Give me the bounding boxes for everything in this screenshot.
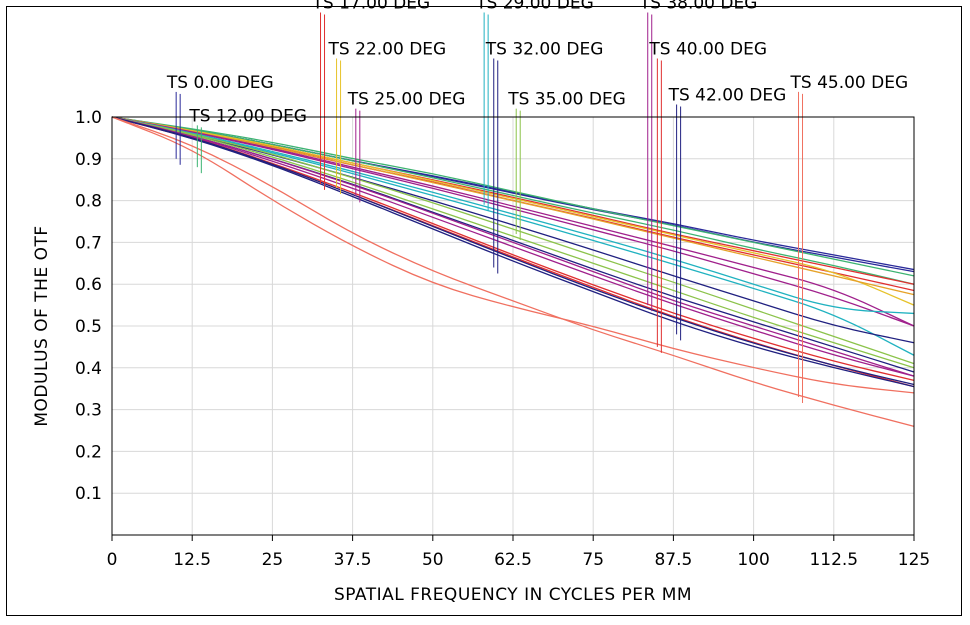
x-tick-label: 125: [898, 550, 930, 570]
series-line-18: [111, 116, 915, 377]
x-tick-label: 50: [422, 550, 444, 570]
y-tick-label: 0.6: [75, 275, 102, 295]
series-lines: [111, 116, 915, 427]
y-axis-title: MODULUS OF THE OTF: [32, 225, 52, 426]
x-tick-label: 25: [262, 550, 284, 570]
x-tick-label: 87.5: [654, 550, 692, 570]
series-line-8: [111, 116, 915, 296]
field-label: TS 38.00 DEG: [639, 0, 758, 14]
y-tick-label: 0.9: [75, 150, 102, 170]
x-tick-label: 62.5: [494, 550, 532, 570]
y-tick-label: 0.1: [75, 484, 102, 504]
series-line-10: [111, 116, 915, 327]
series-line-12: [111, 116, 915, 315]
y-tick-label: 0.5: [75, 317, 102, 337]
x-tick-label: 12.5: [173, 550, 211, 570]
y-tick-label: 1.0: [75, 108, 102, 128]
y-tick-label: 0.8: [75, 192, 102, 212]
x-tick-label: 112.5: [809, 550, 858, 570]
chart-frame: [6, 6, 962, 616]
x-tick-label: 75: [582, 550, 604, 570]
series-line-15: [111, 116, 915, 369]
series-line-21: [111, 116, 915, 388]
series-line-23: [111, 116, 915, 394]
series-line-24: [111, 116, 915, 427]
x-axis-title: SPATIAL FREQUENCY IN CYCLES PER MM: [334, 585, 692, 605]
y-tick-labels: 0.1 0.2 0.3 0.4 0.5 0.6 0.7 0.8 0.9 1.0: [75, 108, 102, 504]
field-labels: TS 0.00 DEG TS 12.00 DEG TS 17.00 DEG TS 22…: [166, 0, 909, 404]
field-label: TS 40.00 DEG: [648, 39, 767, 59]
series-line-22: [111, 116, 915, 386]
x-tick-labels: 0 12.5 25 37.5 50 62.5 75 87.5 100 112.5 125: [107, 535, 930, 570]
field-label: TS 45.00 DEG: [790, 73, 909, 93]
field-label: TS 12.00 DEG: [188, 106, 307, 126]
y-tick-label: 0.4: [75, 359, 102, 379]
series-line-13: [111, 116, 915, 344]
field-label: TS 29.00 DEG: [475, 0, 594, 14]
x-tick-label: 100: [737, 550, 769, 570]
field-label: TS 0.00 DEG: [166, 73, 274, 93]
field-label: TS 25.00 DEG: [347, 90, 466, 110]
y-tick-label: 0.7: [75, 233, 102, 253]
field-label: TS 32.00 DEG: [485, 39, 604, 59]
x-tick-label: 37.5: [334, 550, 372, 570]
y-tick-label: 0.2: [75, 442, 102, 462]
grid: [112, 116, 914, 535]
series-line-3: [111, 116, 915, 277]
y-tick-label: 0.3: [75, 401, 102, 421]
field-label: TS 42.00 DEG: [668, 85, 787, 105]
series-line-17: [111, 116, 915, 377]
series-line-16: [111, 116, 915, 365]
field-label: TS 22.00 DEG: [328, 39, 447, 59]
series-line-7: [111, 116, 915, 306]
field-label: TS 35.00 DEG: [507, 90, 626, 110]
x-tick-label: 0: [107, 550, 118, 570]
series-line-4: [111, 116, 915, 285]
field-label: TS 17.00 DEG: [312, 0, 431, 14]
